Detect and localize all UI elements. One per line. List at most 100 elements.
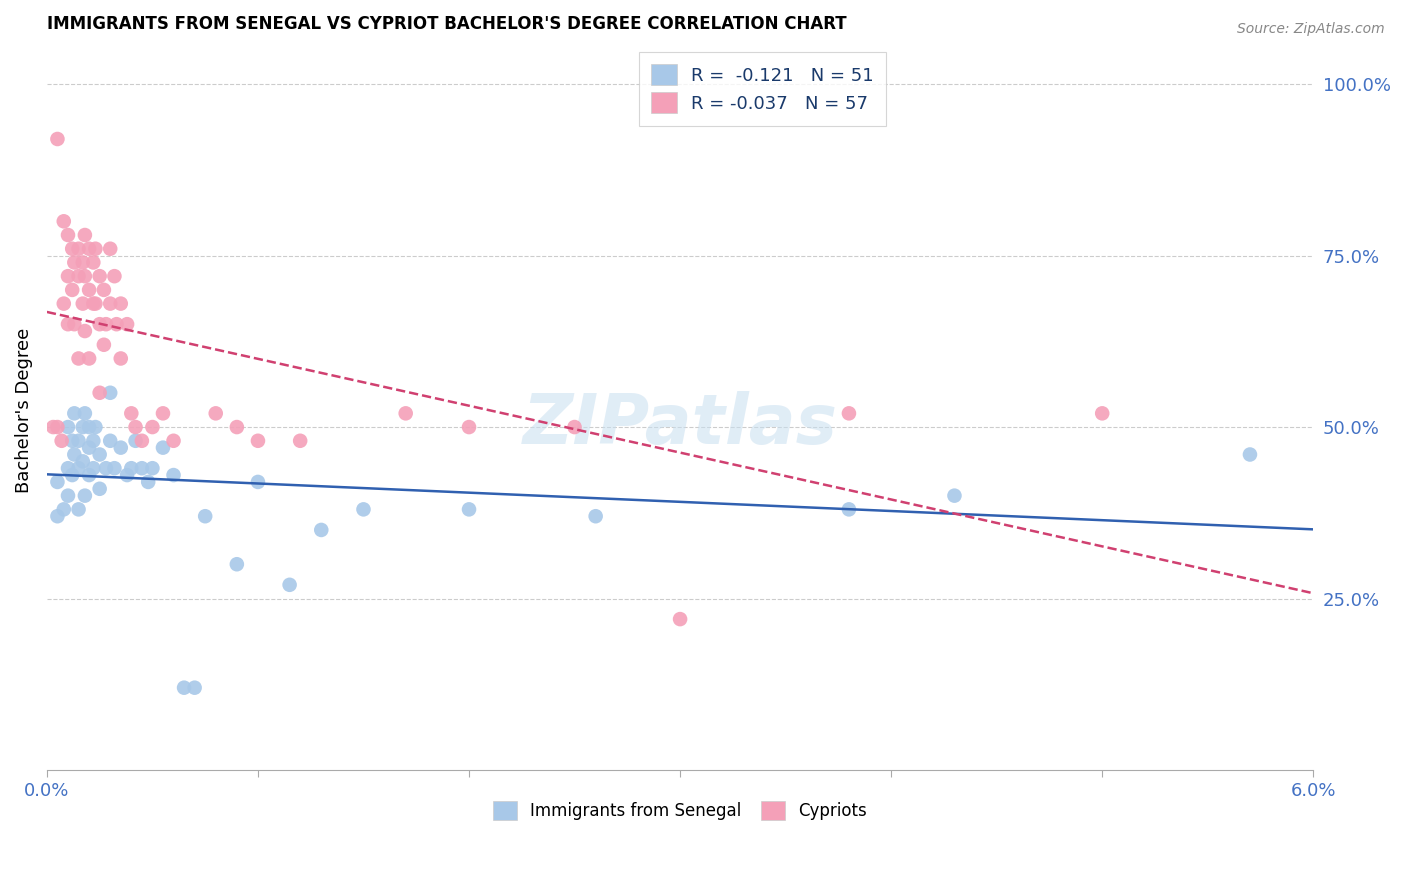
Point (120, 406, 142, 420)
Point (115, 317, 138, 331)
Legend: Immigrants from Senegal, Cypriots: Immigrants from Senegal, Cypriots (486, 794, 873, 827)
Point (110, 296, 132, 310)
Point (60, 434, 83, 448)
Point (73, 324, 96, 338)
Point (46, 509, 69, 524)
Point (94, 461, 117, 475)
Point (51, 434, 73, 448)
Point (77, 242, 100, 256)
Point (669, 612, 692, 626)
Point (63, 317, 86, 331)
Point (60, 242, 83, 256)
Point (225, 558, 247, 572)
Point (72, 296, 94, 310)
Point (204, 406, 226, 420)
Point (194, 509, 217, 524)
Point (56, 227, 79, 242)
Point (110, 441, 132, 455)
Point (82, 461, 104, 475)
Point (94, 317, 117, 331)
Point (52, 214, 75, 228)
Point (73, 269, 96, 284)
Point (173, 681, 195, 695)
Point (82, 296, 104, 310)
Point (152, 441, 174, 455)
Point (56, 269, 79, 284)
Point (115, 468, 138, 483)
Point (72, 420, 94, 434)
Point (67, 502, 90, 516)
Point (77, 468, 100, 483)
Point (60, 468, 83, 483)
Point (131, 434, 153, 448)
Point (93, 283, 115, 297)
Point (46, 420, 69, 434)
Point (124, 420, 146, 434)
Point (89, 269, 111, 284)
Point (89, 385, 111, 400)
Point (56, 420, 79, 434)
Point (838, 406, 860, 420)
Point (56, 489, 79, 503)
Point (136, 475, 159, 489)
Point (56, 461, 79, 475)
Point (56, 317, 79, 331)
Point (73, 227, 96, 242)
Point (77, 420, 100, 434)
Point (288, 434, 311, 448)
Point (84, 296, 107, 310)
Point (124, 434, 146, 448)
Point (458, 420, 481, 434)
Point (63, 255, 86, 269)
Point (395, 406, 418, 420)
Point (46, 132, 69, 146)
Point (82, 434, 104, 448)
Point (60, 283, 83, 297)
Point (73, 406, 96, 420)
Point (82, 255, 104, 269)
Point (246, 434, 269, 448)
Point (84, 242, 107, 256)
Point (84, 420, 107, 434)
Point (67, 461, 90, 475)
Point (246, 475, 269, 489)
Point (98, 434, 121, 448)
Point (98, 296, 121, 310)
Point (98, 242, 121, 256)
Point (67, 351, 90, 366)
Point (1239, 448, 1261, 462)
Point (77, 351, 100, 366)
Point (225, 420, 247, 434)
Point (311, 523, 333, 537)
Point (152, 406, 174, 420)
Point (278, 578, 301, 592)
Point (89, 482, 111, 496)
Point (183, 681, 205, 695)
Point (1091, 406, 1114, 420)
Point (93, 337, 115, 351)
Point (67, 242, 90, 256)
Point (52, 502, 75, 516)
Text: IMMIGRANTS FROM SENEGAL VS CYPRIOT BACHELOR'S DEGREE CORRELATION CHART: IMMIGRANTS FROM SENEGAL VS CYPRIOT BACHE… (46, 15, 846, 33)
Point (73, 489, 96, 503)
Point (98, 385, 121, 400)
Point (63, 406, 86, 420)
Point (89, 448, 111, 462)
Point (105, 317, 128, 331)
Point (943, 489, 966, 503)
Point (162, 434, 184, 448)
Point (103, 461, 125, 475)
Point (77, 283, 100, 297)
Point (72, 454, 94, 468)
Point (103, 269, 125, 284)
Point (63, 448, 86, 462)
Point (141, 420, 163, 434)
Point (77, 441, 100, 455)
Point (89, 317, 111, 331)
Point (110, 351, 132, 366)
Point (52, 296, 75, 310)
Point (46, 475, 69, 489)
Point (353, 502, 375, 516)
Point (131, 461, 153, 475)
Point (120, 461, 142, 475)
